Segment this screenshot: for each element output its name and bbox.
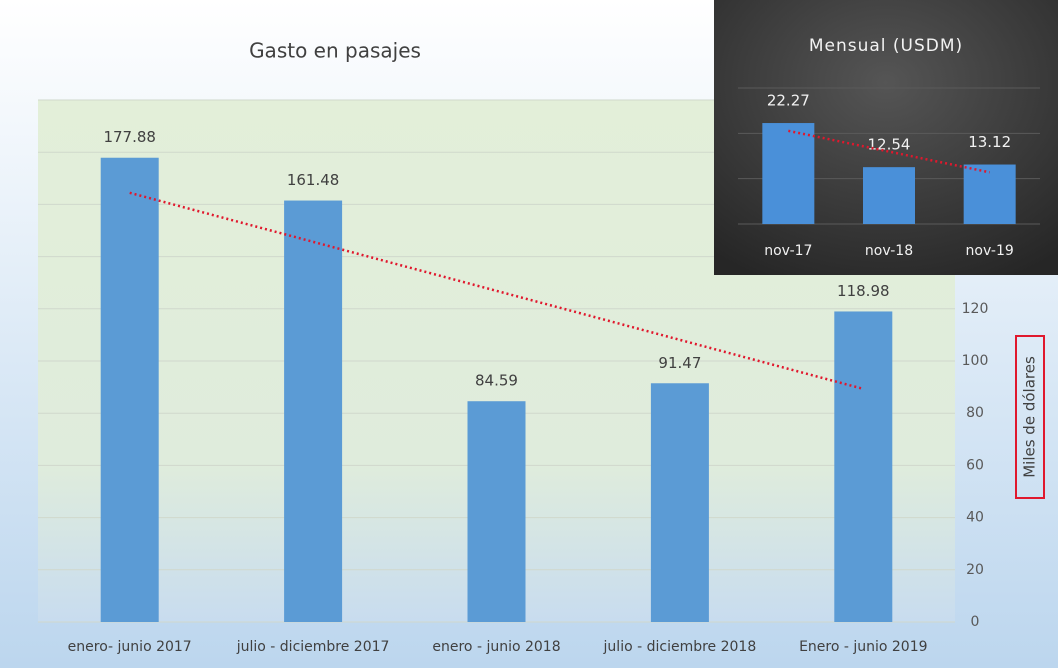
y-tick-label: 40 [966, 510, 984, 526]
y-tick-label: 60 [966, 457, 984, 473]
x-tick-label: enero - junio 2018 [432, 639, 560, 655]
data-label: 118.98 [837, 282, 890, 300]
y-tick-label: 120 [962, 301, 989, 317]
bar [963, 164, 1016, 224]
data-label: 91.47 [658, 354, 701, 372]
y-tick-label: 20 [966, 562, 984, 578]
y-axis-label: Miles de dólares [1021, 356, 1039, 478]
y-tick-label: 100 [962, 353, 989, 369]
data-label: 12.54 [868, 136, 911, 154]
inset-chart: 22.27 nov-17 12.54 nov-18 13.12 nov-19 [738, 87, 1040, 259]
main-chart: 020406080100120140160180200177.88enero- … [38, 92, 988, 655]
trendline [788, 129, 990, 174]
data-label: 161.48 [287, 171, 340, 189]
x-tick-label: nov-17 [764, 243, 812, 259]
bar [650, 383, 709, 622]
data-label: 84.59 [475, 372, 518, 390]
x-tick-label: nov-18 [865, 243, 913, 259]
bar [284, 200, 343, 622]
bar [863, 167, 915, 224]
data-label: 177.88 [103, 128, 156, 146]
data-label: 13.12 [968, 133, 1011, 151]
x-tick-label: julio - diciembre 2017 [236, 639, 390, 655]
bar [762, 123, 815, 224]
y-tick-label: 80 [966, 405, 984, 421]
y-tick-label: 0 [971, 614, 980, 630]
inset-title: Mensual (USDM) [809, 36, 963, 56]
x-tick-label: Enero - junio 2019 [799, 639, 927, 655]
data-label: 22.27 [767, 92, 810, 110]
x-tick-label: enero- junio 2017 [68, 639, 192, 655]
axis-label-box [1015, 335, 1045, 499]
bar [834, 311, 893, 622]
x-tick-label: julio - diciembre 2018 [603, 639, 757, 655]
bar [100, 157, 159, 622]
trendline [129, 191, 864, 391]
chart-title: Gasto en pasajes [249, 39, 421, 63]
x-tick-label: nov-19 [966, 243, 1014, 259]
bar [467, 401, 526, 622]
